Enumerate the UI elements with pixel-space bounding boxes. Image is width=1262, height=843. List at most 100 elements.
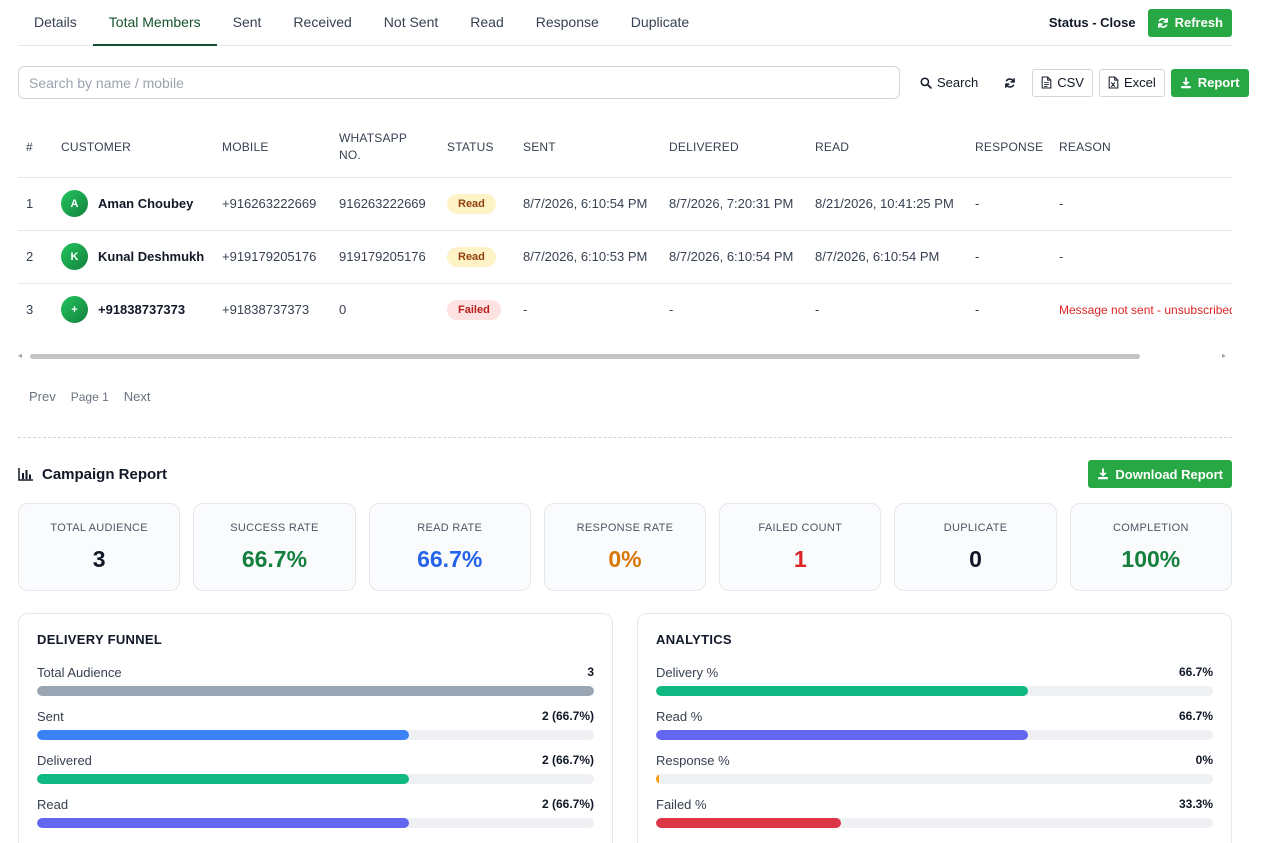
tab-duplicate[interactable]: Duplicate: [630, 14, 690, 30]
stat-value: 0: [969, 545, 982, 572]
status-badge: Read: [447, 193, 496, 214]
metric-value: 2 (66.7%): [541, 709, 594, 723]
search-toolbar: Search CSV Excel Report: [18, 66, 1249, 99]
customer-name: Aman Choubey: [98, 196, 194, 211]
csv-button[interactable]: CSV: [1032, 68, 1093, 97]
metric-label: Delivery %: [656, 665, 719, 680]
analytics-title: ANALYTICS: [656, 632, 732, 647]
customer-cell: A Aman Choubey: [53, 177, 214, 231]
funnel-metric-total-audience: Total Audience 3: [37, 665, 594, 696]
delivered-time: 8/7/2026, 6:10:54 PM: [661, 230, 807, 284]
stat-value: 66.7%: [417, 545, 483, 572]
report-button[interactable]: Report: [1170, 68, 1249, 97]
search-button-label: Search: [937, 75, 979, 90]
analytics-metric-read: Read % 66.7%: [656, 709, 1213, 740]
customer: A Aman Choubey: [61, 190, 206, 217]
tab-details[interactable]: Details: [34, 14, 77, 30]
refresh-button[interactable]: Refresh: [1147, 8, 1232, 37]
column-header: #: [18, 118, 53, 178]
stat-card-read-rate: READ RATE 66.7%: [368, 503, 531, 591]
excel-button[interactable]: Excel: [1098, 68, 1165, 97]
header-actions: Status - Close Refresh: [1049, 0, 1232, 45]
tab-response[interactable]: Response: [535, 14, 599, 30]
sent-time: -: [515, 283, 661, 336]
mobile: +91838737373: [214, 283, 331, 336]
progress-fill: [37, 818, 409, 828]
section-divider: [18, 437, 1232, 438]
stat-card-completion: COMPLETION 100%: [1069, 503, 1232, 591]
download-icon: [1180, 76, 1192, 89]
tab-received[interactable]: Received: [293, 14, 352, 30]
stat-card-response-rate: RESPONSE RATE 0%: [543, 503, 707, 591]
delivered-time: 8/7/2026, 7:20:31 PM: [661, 177, 807, 231]
column-header: CUSTOMER: [53, 118, 214, 178]
customer: + +91838737373: [61, 296, 206, 323]
row-number: 2: [18, 230, 53, 284]
search-input[interactable]: [18, 66, 900, 99]
mobile: +916263222669: [214, 177, 331, 231]
metric-value: 66.7%: [1178, 665, 1213, 679]
download-report-button[interactable]: Download Report: [1088, 460, 1232, 488]
sync-icon: [1004, 77, 1016, 89]
stat-label: READ RATE: [417, 521, 483, 534]
stat-label: SUCCESS RATE: [230, 521, 319, 534]
read-time: 8/7/2026, 6:10:54 PM: [807, 230, 967, 284]
scrollbar-thumb[interactable]: [30, 354, 1140, 359]
stat-value: 3: [92, 545, 106, 572]
customer-name: +91838737373: [98, 302, 186, 317]
csv-button-label: CSV: [1057, 75, 1084, 90]
column-header: READ: [807, 118, 967, 178]
funnel-metric-sent: Sent 2 (66.7%): [37, 709, 594, 740]
metric-label: Total Audience: [37, 665, 122, 680]
metric-label: Read %: [656, 709, 703, 724]
next-page-button[interactable]: Next: [123, 389, 151, 404]
reason: Message not sent - unsubscribed: [1051, 283, 1232, 336]
progress-track: [656, 730, 1213, 740]
delivered-time: -: [661, 283, 807, 336]
reason: -: [1051, 177, 1232, 231]
campaign-report-header: Campaign Report Download Report: [18, 460, 1232, 488]
bar-chart-icon: [18, 467, 34, 481]
avatar: K: [61, 243, 88, 270]
column-header: MOBILE: [214, 118, 331, 178]
tab-not-sent[interactable]: Not Sent: [383, 14, 439, 30]
progress-fill: [37, 730, 409, 740]
progress-track: [37, 686, 594, 696]
reason: -: [1051, 230, 1232, 284]
scroll-left-icon[interactable]: ◂: [18, 351, 23, 360]
delivery-funnel-panel: DELIVERY FUNNEL Total Audience 3 Sent 2 (6…: [18, 613, 613, 843]
refresh-icon: [1157, 17, 1169, 29]
tab-total-members[interactable]: Total Members: [92, 0, 217, 46]
row-number: 1: [18, 177, 53, 231]
whatsapp-number: 0: [331, 283, 439, 336]
stat-value: 1: [793, 545, 807, 572]
progress-track: [656, 818, 1213, 828]
page-indicator: Page 1: [70, 390, 109, 404]
excel-button-label: Excel: [1123, 75, 1156, 90]
prev-page-button[interactable]: Prev: [29, 389, 56, 404]
column-header: STATUS: [439, 118, 515, 178]
analytics-panel: ANALYTICS Delivery % 66.7% Read % 66.7% Re…: [637, 613, 1232, 843]
search-icon: [920, 77, 932, 89]
stat-card-duplicate: DUPLICATE 0: [894, 503, 1057, 591]
progress-track: [37, 730, 594, 740]
campaign-report-title: Campaign Report: [18, 466, 167, 483]
campaign-report-title-text: Campaign Report: [42, 465, 168, 483]
tab-bar: Details Total Members Sent Received Not …: [18, 0, 1232, 46]
customer-cell: K Kunal Deshmukh: [53, 230, 214, 284]
metric-value: 33.3%: [1178, 797, 1213, 811]
scroll-right-icon[interactable]: ▸: [1222, 351, 1227, 360]
members-table-container[interactable]: # CUSTOMER MOBILE WHATSAPP NO. STATUS SE…: [18, 118, 1232, 336]
reset-button[interactable]: [994, 69, 1026, 97]
tab-sent[interactable]: Sent: [232, 14, 262, 30]
table-horizontal-scrollbar[interactable]: ◂ ▸: [18, 350, 1232, 362]
analytics-metric-delivery: Delivery % 66.7%: [656, 665, 1213, 696]
search-button[interactable]: Search: [910, 69, 988, 97]
stat-cards: TOTAL AUDIENCE 3 SUCCESS RATE 66.7% READ R…: [18, 503, 1232, 591]
metric-label: Failed %: [656, 797, 707, 812]
stat-card-failed-count: FAILED COUNT 1: [719, 503, 882, 591]
whatsapp-number: 919179205176: [331, 230, 439, 284]
metric-label: Delivered: [37, 753, 92, 768]
response: -: [967, 283, 1051, 336]
tab-read[interactable]: Read: [470, 14, 504, 30]
